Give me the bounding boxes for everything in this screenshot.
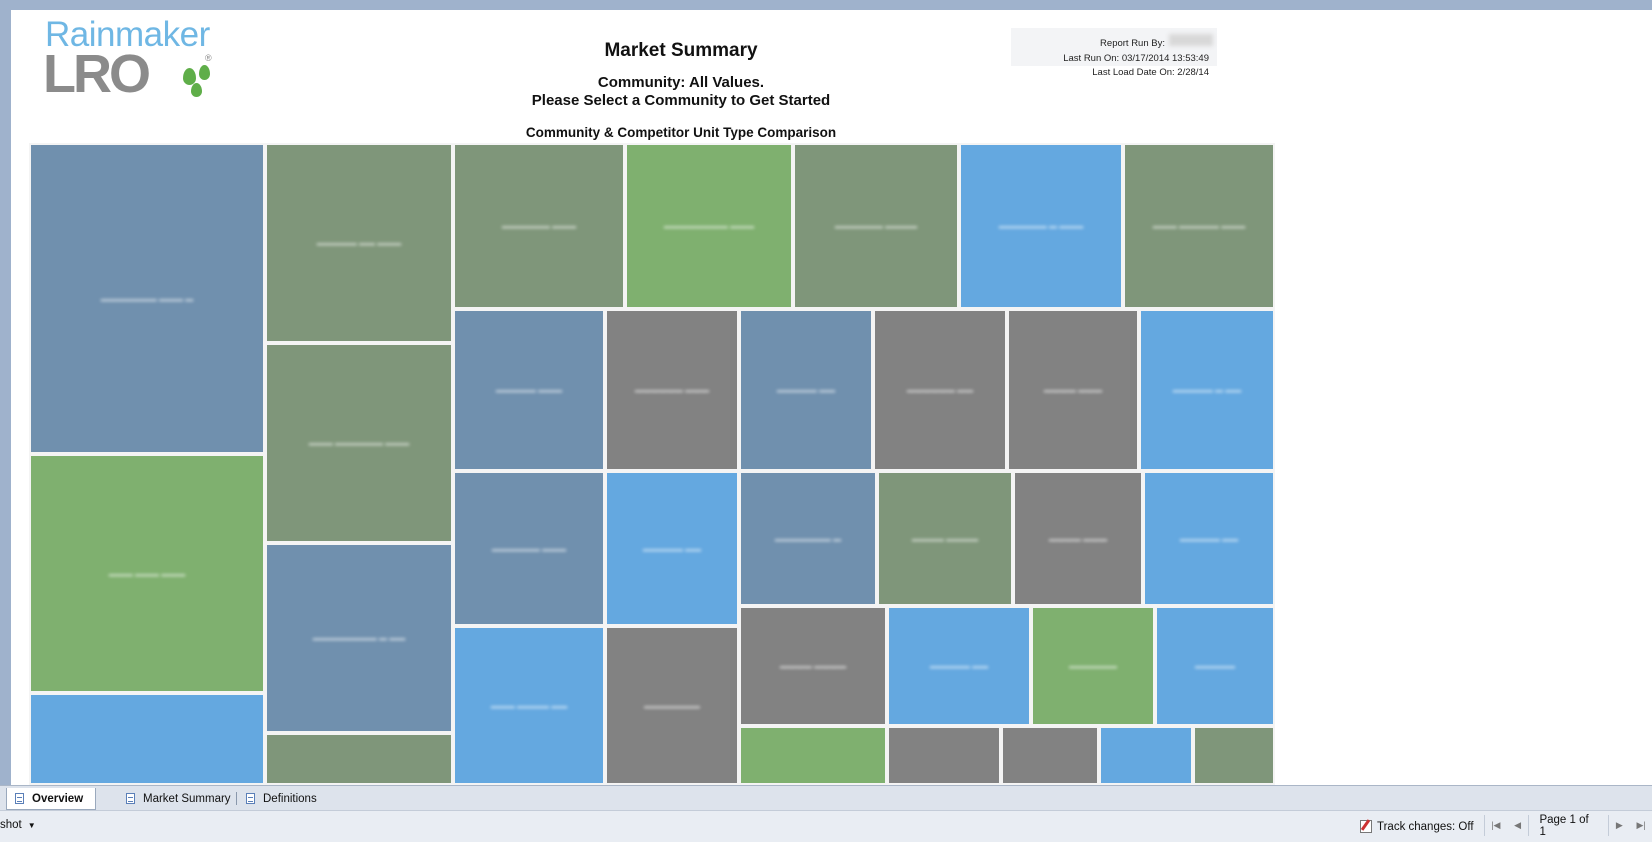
window-top-border: [0, 0, 1652, 10]
last-load-text: Last Load Date On: 2/28/14: [1092, 67, 1209, 78]
treemap-tile[interactable]: ▬▬▬▬ ▬▬▬▬: [877, 471, 1013, 606]
report-tab-bar: Overview Market Summary Definitions: [0, 785, 1652, 811]
community-prompt-text: Please Select a Community to Get Started: [531, 92, 831, 109]
chart-title: Community & Competitor Unit Type Compari…: [525, 125, 837, 140]
treemap-tile[interactable]: [1001, 726, 1099, 785]
treemap-tile[interactable]: ▬▬▬▬▬ ▬▬: [605, 471, 739, 626]
report-run-by-label: Report Run By:: [1100, 38, 1165, 49]
treemap-tile[interactable]: ▬▬▬ ▬▬▬▬ ▬▬: [453, 626, 605, 785]
treemap-tile[interactable]: [265, 733, 453, 785]
tab-separator: [236, 792, 237, 805]
water-drop-icon: [183, 68, 196, 85]
page-indicator: Page 1 of 1: [1528, 814, 1609, 838]
treemap-tile[interactable]: ▬▬▬▬▬▬▬ ▬▬▬ ▬: [29, 143, 265, 454]
view-mode-dropdown[interactable]: shot ▼: [0, 819, 36, 831]
treemap-tile[interactable]: [1193, 726, 1275, 785]
track-changes-label: Track changes: Off: [1377, 820, 1474, 833]
tab-overview[interactable]: Overview: [6, 788, 97, 810]
treemap-tile[interactable]: ▬▬▬▬▬▬▬: [605, 626, 739, 785]
treemap-tile[interactable]: ▬▬▬▬▬ ▬ ▬▬: [1139, 309, 1275, 471]
report-page: Rainmaker LRO ® Market Summary Community…: [11, 10, 1652, 785]
treemap-tile[interactable]: ▬▬▬▬▬ ▬▬ ▬▬▬: [265, 143, 453, 343]
treemap-tile[interactable]: ▬▬▬ ▬▬▬▬▬▬ ▬▬▬: [265, 343, 453, 543]
track-changes-icon: [1360, 820, 1372, 833]
redacted-user-name: [1169, 34, 1213, 46]
tab-label: Definitions: [263, 792, 317, 805]
run-info-box: Report Run By: Last Run On: 03/17/2014 1…: [1011, 28, 1217, 78]
treemap-tile[interactable]: [887, 726, 1001, 785]
treemap-tile[interactable]: ▬▬▬▬ ▬▬▬: [1013, 471, 1143, 606]
treemap-tile[interactable]: ▬▬▬▬▬▬ ▬▬▬▬: [793, 143, 959, 309]
logo-text-lro: LRO: [43, 44, 151, 104]
community-filter-text: Community: All Values.: [597, 74, 765, 91]
treemap-tile[interactable]: ▬▬▬▬▬ ▬▬: [739, 309, 873, 471]
window-left-border: [0, 10, 11, 785]
treemap-tile[interactable]: ▬▬▬▬▬▬ ▬▬▬: [453, 471, 605, 626]
treemap-tile[interactable]: ▬▬▬▬▬▬▬▬ ▬ ▬▬: [265, 543, 453, 733]
last-run-text: Last Run On: 03/17/2014 13:53:49: [1063, 53, 1209, 64]
tab-market-summary[interactable]: Market Summary: [118, 788, 231, 809]
treemap-tile[interactable]: ▬▬▬▬ ▬▬▬▬: [739, 606, 887, 726]
treemap-tile[interactable]: [739, 726, 887, 785]
treemap-tile[interactable]: ▬▬▬▬▬ ▬▬: [1143, 471, 1275, 606]
next-page-icon[interactable]: ▶: [1615, 820, 1623, 830]
track-changes-button[interactable]: Track changes: Off: [1360, 817, 1474, 836]
view-mode-label: shot: [0, 819, 22, 831]
previous-page-icon[interactable]: ◀: [1514, 820, 1522, 830]
unit-type-treemap: ▬▬▬▬▬▬▬ ▬▬▬ ▬ ▬▬▬ ▬▬▬ ▬▬▬ ▬▬▬▬▬ ▬▬ ▬▬▬ ▬…: [29, 143, 1275, 785]
report-page-icon: [15, 793, 24, 804]
chevron-down-icon: ▼: [27, 820, 36, 830]
first-page-icon[interactable]: |◀: [1491, 820, 1501, 830]
report-page-icon: [246, 793, 255, 804]
treemap-tile[interactable]: ▬▬▬▬▬: [1155, 606, 1275, 726]
treemap-tile[interactable]: ▬▬▬▬▬▬ ▬ ▬▬▬: [959, 143, 1123, 309]
treemap-tile[interactable]: ▬▬▬▬▬▬: [1031, 606, 1155, 726]
rainmaker-lro-logo: Rainmaker LRO ®: [33, 13, 212, 101]
tab-label: Market Summary: [143, 792, 231, 805]
treemap-tile[interactable]: ▬▬▬▬▬▬▬▬ ▬▬▬: [625, 143, 793, 309]
report-page-icon: [126, 793, 135, 804]
tab-label: Overview: [32, 792, 84, 805]
logo-text-rainmaker: Rainmaker: [45, 15, 210, 54]
page-navigator: |◀ ◀ Page 1 of 1 ▶ ▶|: [1484, 814, 1652, 838]
treemap-tile[interactable]: ▬▬▬▬▬ ▬▬: [887, 606, 1031, 726]
treemap-tile[interactable]: [29, 693, 265, 785]
report-title: Market Summary: [604, 40, 758, 61]
status-bar: shot ▼ Track changes: Off |◀ ◀ Page 1 of…: [0, 810, 1652, 842]
treemap-tile[interactable]: ▬▬▬ ▬▬▬▬▬ ▬▬▬: [1123, 143, 1275, 309]
treemap-tile[interactable]: ▬▬▬▬▬▬ ▬▬▬: [453, 143, 625, 309]
treemap-tile[interactable]: ▬▬▬▬ ▬▬▬: [1007, 309, 1139, 471]
water-drop-icon: [199, 65, 210, 80]
logo-registered-mark: ®: [205, 53, 212, 63]
treemap-tile[interactable]: ▬▬▬ ▬▬▬ ▬▬▬: [29, 454, 265, 693]
treemap-tile[interactable]: ▬▬▬▬▬ ▬▬▬: [453, 309, 605, 471]
treemap-tile[interactable]: [1099, 726, 1193, 785]
water-drop-icon: [191, 83, 202, 97]
treemap-tile[interactable]: ▬▬▬▬▬▬ ▬▬▬: [605, 309, 739, 471]
treemap-tile[interactable]: ▬▬▬▬▬▬ ▬▬: [873, 309, 1007, 471]
treemap-tile[interactable]: ▬▬▬▬▬▬▬ ▬: [739, 471, 877, 606]
last-page-icon[interactable]: ▶|: [1636, 820, 1646, 830]
tab-definitions[interactable]: Definitions: [238, 788, 317, 809]
